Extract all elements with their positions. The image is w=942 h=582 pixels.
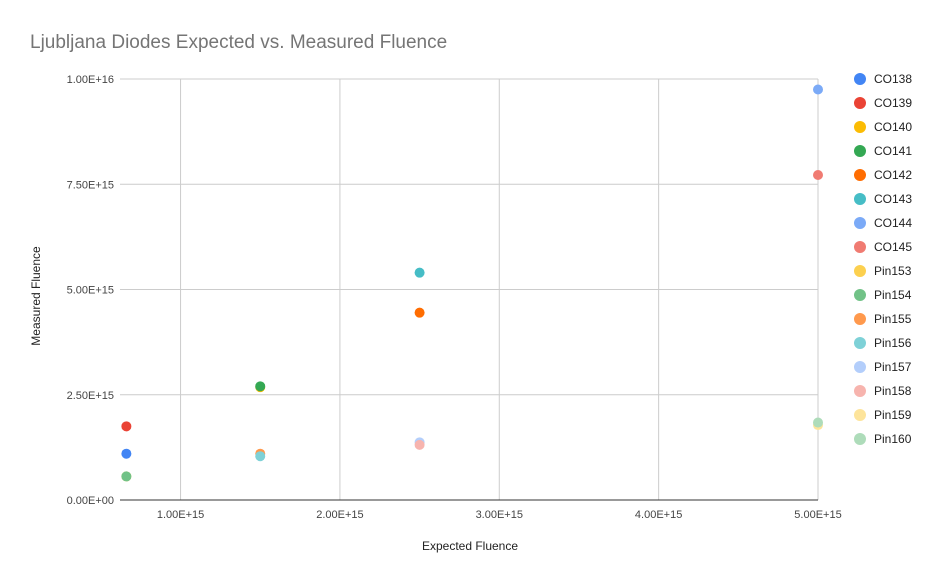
legend-label: Pin155: [874, 312, 912, 326]
legend-item-co142: CO142: [854, 168, 912, 182]
legend-label: Pin158: [874, 384, 912, 398]
legend-marker: [854, 121, 866, 133]
x-tick-label: 5.00E+15: [794, 509, 841, 521]
legend-marker: [854, 433, 866, 445]
legend-marker: [854, 337, 866, 349]
legend-item-pin155: Pin155: [854, 312, 912, 326]
legend-label: CO138: [874, 72, 912, 86]
legend-item-pin157: Pin157: [854, 360, 912, 374]
legend-marker: [854, 217, 866, 229]
x-tick-label: 4.00E+15: [635, 509, 682, 521]
legend-marker: [854, 385, 866, 397]
legend-marker: [854, 265, 866, 277]
data-point-co145: [813, 169, 823, 180]
data-points: [121, 84, 823, 482]
y-tick-label: 5.00E+15: [67, 285, 114, 297]
legend-item-co138: CO138: [854, 72, 912, 86]
legend-marker: [854, 361, 866, 373]
legend-marker: [854, 73, 866, 85]
legend-item-co143: CO143: [854, 192, 912, 206]
legend-label: Pin157: [874, 360, 912, 374]
legend-marker: [854, 193, 866, 205]
legend-label: CO139: [874, 96, 912, 110]
legend-label: Pin160: [874, 432, 912, 446]
data-point-co144: [813, 84, 823, 95]
legend-item-pin158: Pin158: [854, 384, 912, 398]
legend-item-pin156: Pin156: [854, 336, 912, 350]
legend-label: CO141: [874, 144, 912, 158]
legend: CO138 CO139 CO140 CO141 CO142 CO143 CO144 CO145…: [854, 72, 912, 446]
legend-label: Pin156: [874, 336, 912, 350]
legend-marker: [854, 313, 866, 325]
legend-item-co139: CO139: [854, 96, 912, 110]
y-tick-label: 2.50E+15: [67, 390, 114, 402]
x-tick-label: 1.00E+15: [157, 509, 204, 521]
grid-layer: [120, 78, 819, 500]
data-point-co138: [121, 448, 132, 459]
y-axis-title: Measured Fluence: [29, 246, 43, 346]
legend-item-co141: CO141: [854, 144, 912, 158]
legend-label: Pin159: [874, 408, 912, 422]
legend-label: CO142: [874, 168, 912, 182]
y-tick-label: 0.00E+00: [67, 495, 114, 507]
chart-title: Ljubljana Diodes Expected vs. Measured F…: [30, 32, 447, 53]
legend-item-co145: CO145: [854, 240, 912, 254]
legend-label: CO144: [874, 216, 912, 230]
x-axis-title: Expected Fluence: [422, 539, 518, 553]
legend-label: CO140: [874, 120, 912, 134]
legend-marker: [854, 241, 866, 253]
legend-marker: [854, 145, 866, 157]
data-point-co139: [121, 421, 132, 432]
data-point-co141: [255, 381, 266, 392]
data-point-pin160: [813, 417, 823, 428]
legend-label: CO145: [874, 240, 912, 254]
x-tick-label: 3.00E+15: [476, 509, 523, 521]
legend-label: Pin153: [874, 264, 912, 278]
legend-item-pin154: Pin154: [854, 288, 912, 302]
legend-item-co140: CO140: [854, 120, 912, 134]
legend-marker: [854, 169, 866, 181]
legend-item-co144: CO144: [854, 216, 912, 230]
legend-label: Pin154: [874, 288, 912, 302]
legend-marker: [854, 97, 866, 109]
legend-marker: [854, 289, 866, 301]
data-point-pin158: [414, 439, 425, 450]
y-tick-label: 7.50E+15: [67, 179, 114, 191]
tick-labels: 0.00E+00 2.50E+15 5.00E+15 7.50E+15 1.00E+16…: [67, 74, 842, 521]
legend-marker: [854, 409, 866, 421]
legend-item-pin160: Pin160: [854, 432, 912, 446]
y-tick-label: 1.00E+16: [67, 74, 114, 86]
legend-item-pin153: Pin153: [854, 264, 912, 278]
data-point-co143: [414, 267, 425, 278]
legend-label: CO143: [874, 192, 912, 206]
legend-item-pin159: Pin159: [854, 408, 912, 422]
data-point-co142: [414, 307, 425, 318]
data-point-pin156: [255, 451, 266, 462]
data-point-pin154: [121, 471, 132, 482]
x-tick-label: 2.00E+15: [316, 509, 363, 521]
